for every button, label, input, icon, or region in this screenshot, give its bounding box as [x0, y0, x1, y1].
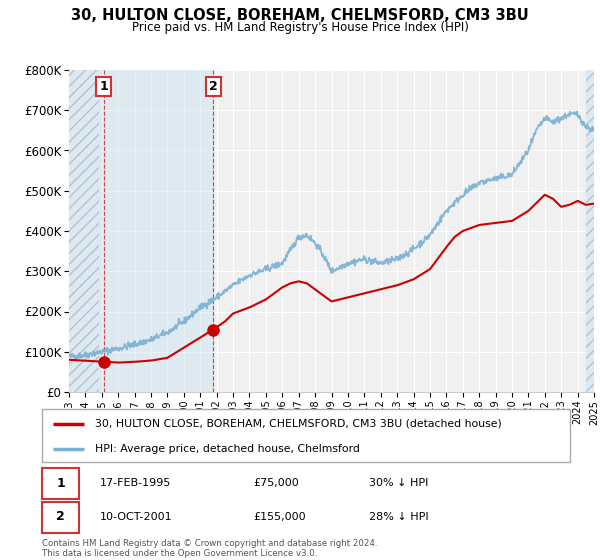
- Bar: [586, 70, 594, 392]
- Text: £75,000: £75,000: [253, 478, 299, 488]
- Text: 2: 2: [56, 510, 65, 523]
- Text: Contains HM Land Registry data © Crown copyright and database right 2024.
This d: Contains HM Land Registry data © Crown c…: [42, 539, 377, 558]
- FancyBboxPatch shape: [42, 409, 570, 462]
- Text: HPI: Average price, detached house, Chelmsford: HPI: Average price, detached house, Chel…: [95, 444, 359, 454]
- Text: 30, HULTON CLOSE, BOREHAM, CHELMSFORD, CM3 3BU: 30, HULTON CLOSE, BOREHAM, CHELMSFORD, C…: [71, 8, 529, 24]
- Text: 28% ↓ HPI: 28% ↓ HPI: [370, 512, 429, 522]
- Bar: [586, 70, 594, 392]
- Text: 17-FEB-1995: 17-FEB-1995: [100, 478, 172, 488]
- Text: Price paid vs. HM Land Registry's House Price Index (HPI): Price paid vs. HM Land Registry's House …: [131, 21, 469, 34]
- FancyBboxPatch shape: [42, 468, 79, 500]
- Bar: [98, 70, 213, 392]
- Text: 1: 1: [56, 477, 65, 489]
- Text: £155,000: £155,000: [253, 512, 306, 522]
- Text: 30, HULTON CLOSE, BOREHAM, CHELMSFORD, CM3 3BU (detached house): 30, HULTON CLOSE, BOREHAM, CHELMSFORD, C…: [95, 419, 502, 429]
- Text: 1: 1: [100, 80, 108, 92]
- Bar: [69, 70, 98, 392]
- Text: 30% ↓ HPI: 30% ↓ HPI: [370, 478, 429, 488]
- Text: 10-OCT-2001: 10-OCT-2001: [100, 512, 173, 522]
- Text: 2: 2: [209, 80, 217, 92]
- Bar: [69, 70, 98, 392]
- FancyBboxPatch shape: [42, 502, 79, 533]
